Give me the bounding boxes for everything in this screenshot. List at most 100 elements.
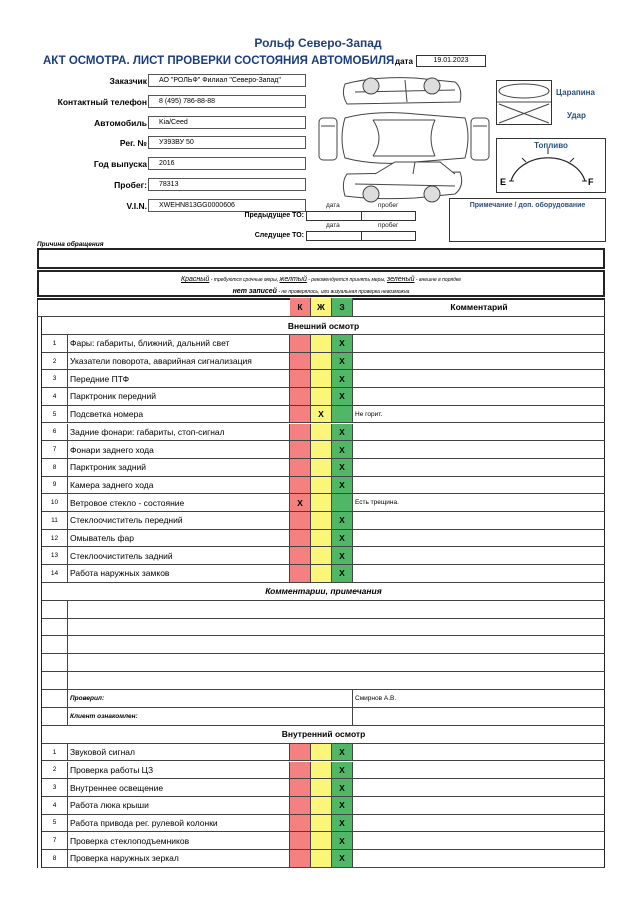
field-value[interactable]: 78313 <box>148 178 306 191</box>
mark-yellow[interactable]: X <box>311 405 332 423</box>
mark-yellow[interactable] <box>311 335 332 352</box>
field-value[interactable]: 8 (495) 786-88-88 <box>148 95 306 108</box>
row-comment[interactable] <box>353 530 605 547</box>
mark-yellow[interactable] <box>311 814 332 832</box>
mark-green[interactable]: X <box>332 388 353 405</box>
row-comment[interactable] <box>353 353 605 370</box>
date-field[interactable]: 19.01.2023 <box>416 55 486 67</box>
mark-yellow[interactable] <box>311 388 332 405</box>
mark-green[interactable]: X <box>332 850 353 867</box>
next-service-mileage[interactable] <box>361 231 416 241</box>
mark-green[interactable]: X <box>332 796 353 814</box>
row-comment[interactable] <box>353 815 605 832</box>
mark-red[interactable] <box>290 529 311 547</box>
mark-green[interactable]: X <box>332 458 353 476</box>
mark-green[interactable]: X <box>332 476 353 494</box>
mark-yellow[interactable] <box>311 458 332 476</box>
mark-green[interactable]: X <box>332 352 353 370</box>
mark-red[interactable]: X <box>290 494 311 511</box>
row-comment[interactable] <box>353 477 605 494</box>
mark-yellow[interactable] <box>311 832 332 849</box>
mark-green[interactable] <box>332 405 353 423</box>
next-service-date[interactable] <box>306 231 362 241</box>
mark-green[interactable] <box>332 494 353 511</box>
mark-red[interactable] <box>290 458 311 476</box>
comment-line[interactable] <box>68 619 605 636</box>
mark-green[interactable]: X <box>332 370 353 388</box>
field-value[interactable]: XWEHN813GG0000606 <box>148 199 306 212</box>
mark-green[interactable]: X <box>332 512 353 529</box>
prev-service-date[interactable] <box>306 211 362 221</box>
mark-yellow[interactable] <box>311 512 332 529</box>
mark-red[interactable] <box>290 388 311 405</box>
field-value[interactable]: Kia/Ceed <box>148 116 306 129</box>
reason-field[interactable] <box>37 248 605 269</box>
row-comment[interactable] <box>353 832 605 849</box>
mark-red[interactable] <box>290 423 311 441</box>
mark-red[interactable] <box>290 547 311 565</box>
mark-green[interactable]: X <box>332 832 353 849</box>
row-comment[interactable] <box>353 850 605 867</box>
mark-red[interactable] <box>290 743 311 761</box>
mark-yellow[interactable] <box>311 796 332 814</box>
mark-red[interactable] <box>290 565 311 582</box>
mark-green[interactable]: X <box>332 547 353 565</box>
comment-line[interactable] <box>68 636 605 653</box>
mark-green[interactable]: X <box>332 779 353 796</box>
mark-red[interactable] <box>290 476 311 494</box>
row-comment[interactable] <box>353 565 605 582</box>
mark-yellow[interactable] <box>311 850 332 867</box>
mark-yellow[interactable] <box>311 565 332 582</box>
mark-green[interactable]: X <box>332 441 353 458</box>
row-comment[interactable] <box>353 797 605 814</box>
mark-red[interactable] <box>290 850 311 867</box>
mark-red[interactable] <box>290 779 311 796</box>
row-comment[interactable] <box>353 762 605 779</box>
mark-red[interactable] <box>290 832 311 849</box>
row-comment[interactable] <box>353 370 605 387</box>
mark-yellow[interactable] <box>311 441 332 458</box>
client-value[interactable] <box>353 708 605 725</box>
mark-yellow[interactable] <box>311 743 332 761</box>
mark-yellow[interactable] <box>311 370 332 388</box>
mark-yellow[interactable] <box>311 761 332 779</box>
mark-red[interactable] <box>290 761 311 779</box>
row-comment[interactable]: Не горит. <box>355 410 383 418</box>
row-comment[interactable] <box>353 335 605 352</box>
mark-green[interactable]: X <box>332 335 353 352</box>
row-comment[interactable] <box>353 441 605 458</box>
mark-yellow[interactable] <box>311 423 332 441</box>
mark-red[interactable] <box>290 370 311 388</box>
row-comment[interactable]: Есть трещина. <box>355 499 399 507</box>
mark-yellow[interactable] <box>311 476 332 494</box>
mark-red[interactable] <box>290 335 311 352</box>
mark-red[interactable] <box>290 441 311 458</box>
field-value[interactable]: У393ВУ 50 <box>148 136 306 149</box>
mark-green[interactable]: X <box>332 529 353 547</box>
field-value[interactable]: 2016 <box>148 157 306 170</box>
row-comment[interactable] <box>353 388 605 405</box>
row-comment[interactable] <box>353 779 605 796</box>
checked-value[interactable]: Смирнов А.В. <box>355 694 397 702</box>
notes-box[interactable]: Примечание / доп. оборудование <box>449 198 606 242</box>
mark-green[interactable]: X <box>332 423 353 441</box>
mark-red[interactable] <box>290 405 311 423</box>
mark-yellow[interactable] <box>311 494 332 511</box>
mark-yellow[interactable] <box>311 547 332 565</box>
mark-green[interactable]: X <box>332 743 353 761</box>
row-comment[interactable] <box>353 459 605 476</box>
comment-line[interactable] <box>68 654 605 671</box>
comment-line[interactable] <box>68 672 605 689</box>
prev-service-mileage[interactable] <box>361 211 416 221</box>
row-comment[interactable] <box>353 512 605 529</box>
mark-green[interactable]: X <box>332 761 353 779</box>
row-comment[interactable] <box>353 424 605 441</box>
comment-line[interactable] <box>68 601 605 618</box>
row-comment[interactable] <box>353 744 605 761</box>
mark-yellow[interactable] <box>311 779 332 796</box>
mark-green[interactable]: X <box>332 565 353 582</box>
mark-yellow[interactable] <box>311 529 332 547</box>
mark-red[interactable] <box>290 814 311 832</box>
mark-yellow[interactable] <box>311 352 332 370</box>
mark-green[interactable]: X <box>332 814 353 832</box>
